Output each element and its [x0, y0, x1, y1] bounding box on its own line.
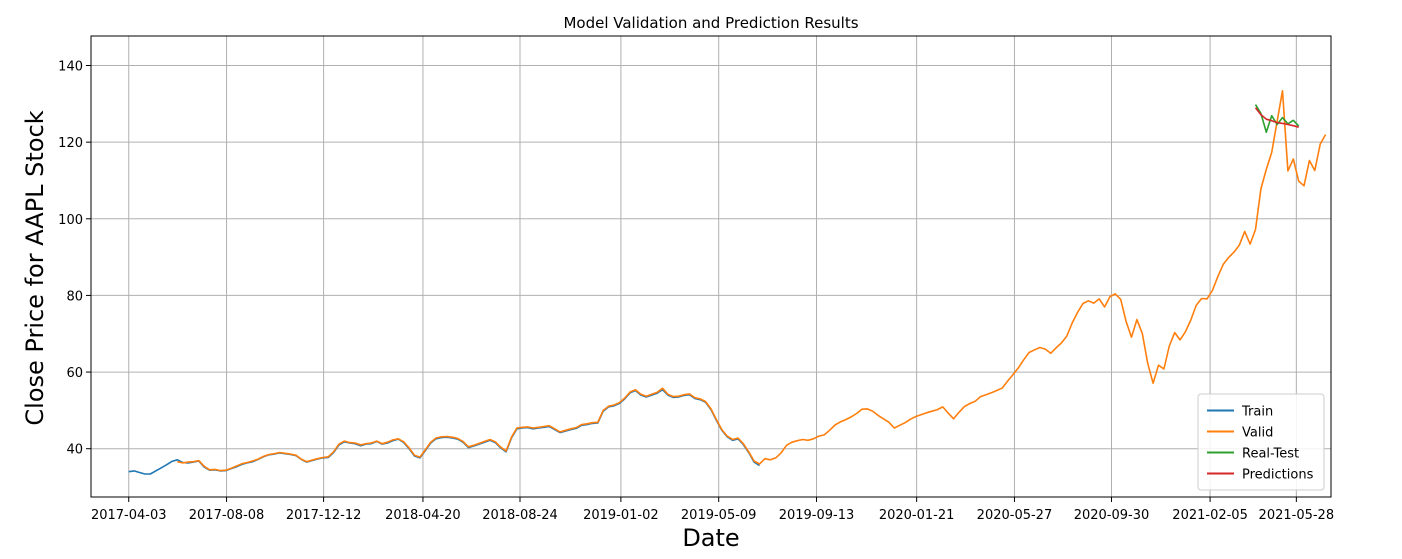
series-line-real-test: [1254, 104, 1300, 133]
legend-label-train: Train: [1241, 405, 1273, 420]
x-tick-label-3: 2018-04-20: [385, 508, 461, 523]
legend-label-predictions: Predictions: [1242, 468, 1314, 483]
series-line-valid: [177, 90, 1327, 472]
legend-box: [1197, 393, 1325, 491]
y-tick-label-4: 120: [58, 136, 83, 151]
y-tick-label-2: 80: [66, 289, 83, 304]
x-tick-label-9: 2020-05-27: [977, 508, 1053, 523]
x-tick-label-4: 2018-08-24: [482, 508, 558, 523]
x-axis-label: Date: [682, 524, 739, 552]
legend: Train Valid Real-Test Predictions: [1197, 393, 1325, 491]
x-tick-label-5: 2019-01-02: [583, 508, 659, 523]
x-tick-label-11: 2021-02-05: [1172, 508, 1248, 523]
x-tick-label-0: 2017-04-03: [91, 508, 167, 523]
series-layer: [128, 90, 1327, 475]
series-line-predictions: [1254, 107, 1299, 128]
x-tick-label-2: 2017-12-12: [286, 508, 362, 523]
y-tick-label-1: 60: [66, 366, 83, 381]
x-tick-label-12: 2021-05-28: [1259, 508, 1335, 523]
x-tick-label-7: 2019-09-13: [779, 508, 855, 523]
plot-frame: [90, 35, 1332, 498]
legend-label-valid: Valid: [1242, 426, 1273, 441]
x-tick-label-8: 2020-01-21: [879, 508, 955, 523]
y-tick-label-3: 100: [58, 213, 83, 228]
x-tick-label-10: 2020-09-30: [1074, 508, 1150, 523]
axis-layer: 2017-04-03 2017-08-08 2017-12-12 2018-04-20…: [58, 60, 1334, 523]
chart-title: Model Validation and Prediction Results: [563, 14, 858, 32]
y-tick-label-5: 140: [58, 60, 83, 75]
legend-label-real-test: Real-Test: [1242, 447, 1299, 462]
grid-layer: [91, 36, 1331, 497]
x-tick-label-6: 2019-05-09: [681, 508, 757, 523]
x-tick-label-1: 2017-08-08: [189, 508, 265, 523]
y-axis-label: Close Price for AAPL Stock: [21, 110, 49, 425]
y-tick-label-0: 40: [66, 443, 83, 458]
